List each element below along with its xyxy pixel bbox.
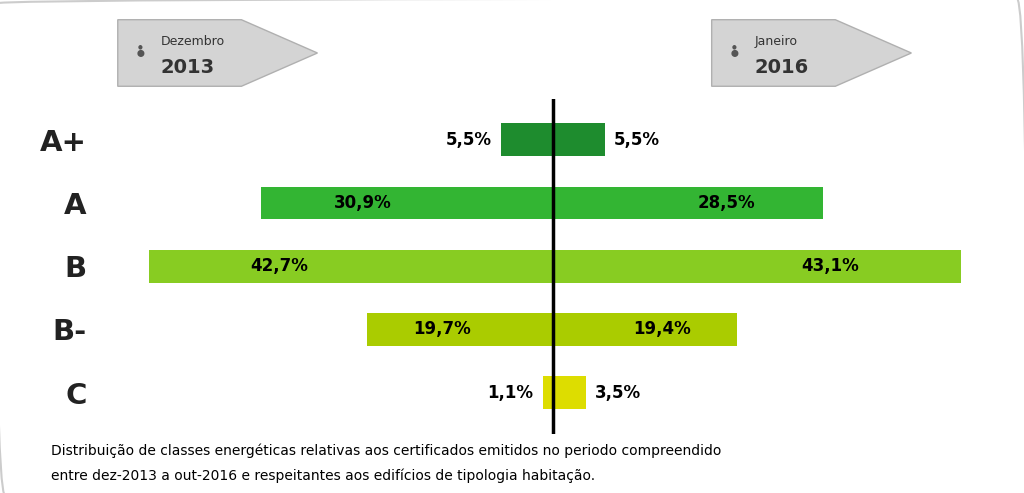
Text: 19,4%: 19,4% <box>633 320 690 339</box>
Text: Distribuição de classes energéticas relativas aos certificados emitidos no perio: Distribuição de classes energéticas rela… <box>51 444 722 458</box>
Text: Dezembro: Dezembro <box>161 35 225 47</box>
Bar <box>501 123 553 156</box>
Bar <box>543 376 553 409</box>
Bar <box>148 250 553 282</box>
Text: 5,5%: 5,5% <box>445 131 492 149</box>
Text: 19,7%: 19,7% <box>413 320 471 339</box>
Text: 43,1%: 43,1% <box>801 257 859 275</box>
Bar <box>553 313 736 346</box>
Text: entre dez-2013 a out-2016 e respeitantes aos edifícios de tipologia habitação.: entre dez-2013 a out-2016 e respeitantes… <box>51 469 595 483</box>
Text: Janeiro: Janeiro <box>755 35 798 47</box>
Bar <box>260 186 553 219</box>
Text: 1,1%: 1,1% <box>487 384 534 402</box>
Bar <box>367 313 553 346</box>
Text: ●: ● <box>732 44 736 50</box>
Text: ⬤: ⬤ <box>730 49 738 57</box>
Text: 5,5%: 5,5% <box>614 131 660 149</box>
Text: 30,9%: 30,9% <box>334 194 391 212</box>
Text: 42,7%: 42,7% <box>250 257 308 275</box>
Text: ⬤: ⬤ <box>136 49 144 57</box>
Bar <box>553 186 822 219</box>
Text: 3,5%: 3,5% <box>595 384 641 402</box>
Bar <box>553 250 961 282</box>
Text: ●: ● <box>138 44 142 50</box>
Text: 28,5%: 28,5% <box>697 194 756 212</box>
Text: 2013: 2013 <box>161 58 215 77</box>
Text: 2016: 2016 <box>755 58 809 77</box>
Bar <box>553 376 586 409</box>
Bar <box>553 123 605 156</box>
